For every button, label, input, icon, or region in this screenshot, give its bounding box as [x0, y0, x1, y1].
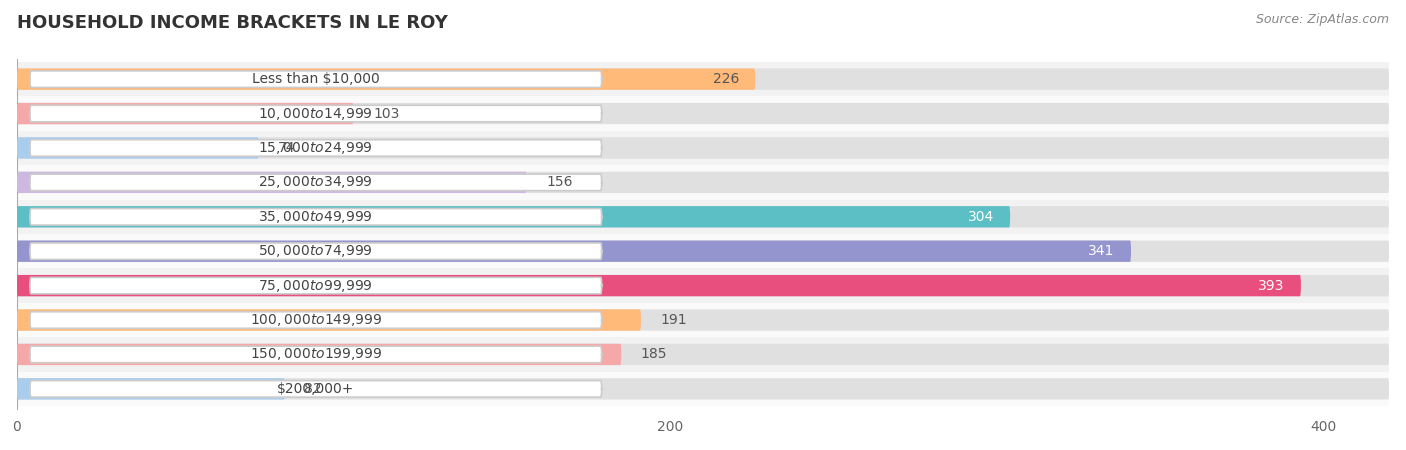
Bar — [17, 165, 1389, 200]
FancyBboxPatch shape — [17, 275, 1389, 296]
Text: 341: 341 — [1088, 244, 1115, 258]
Text: 226: 226 — [713, 72, 740, 86]
Text: $75,000 to $99,999: $75,000 to $99,999 — [259, 278, 373, 293]
Text: 82: 82 — [304, 382, 322, 396]
Text: $150,000 to $199,999: $150,000 to $199,999 — [250, 346, 382, 362]
FancyBboxPatch shape — [17, 137, 259, 159]
Text: $10,000 to $14,999: $10,000 to $14,999 — [259, 106, 373, 122]
Bar — [17, 96, 1389, 131]
FancyBboxPatch shape — [30, 140, 602, 156]
Bar — [17, 131, 1389, 165]
Bar — [17, 268, 1389, 303]
FancyBboxPatch shape — [30, 346, 602, 363]
FancyBboxPatch shape — [17, 309, 1389, 331]
FancyBboxPatch shape — [17, 378, 1389, 400]
FancyBboxPatch shape — [30, 277, 602, 294]
FancyBboxPatch shape — [17, 309, 641, 331]
FancyBboxPatch shape — [17, 68, 1389, 90]
FancyBboxPatch shape — [17, 275, 1301, 296]
FancyBboxPatch shape — [30, 174, 602, 191]
FancyBboxPatch shape — [17, 241, 1389, 262]
Text: $35,000 to $49,999: $35,000 to $49,999 — [259, 209, 373, 225]
FancyBboxPatch shape — [30, 105, 602, 122]
Bar — [17, 62, 1389, 96]
Text: $15,000 to $24,999: $15,000 to $24,999 — [259, 140, 373, 156]
FancyBboxPatch shape — [17, 103, 353, 124]
FancyBboxPatch shape — [30, 381, 602, 397]
FancyBboxPatch shape — [17, 344, 621, 365]
FancyBboxPatch shape — [17, 378, 285, 400]
Text: $200,000+: $200,000+ — [277, 382, 354, 396]
Text: 304: 304 — [967, 210, 994, 224]
FancyBboxPatch shape — [30, 208, 602, 225]
Text: 185: 185 — [641, 347, 668, 361]
Bar — [17, 372, 1389, 406]
FancyBboxPatch shape — [17, 241, 1130, 262]
Text: $100,000 to $149,999: $100,000 to $149,999 — [250, 312, 382, 328]
Text: HOUSEHOLD INCOME BRACKETS IN LE ROY: HOUSEHOLD INCOME BRACKETS IN LE ROY — [17, 14, 447, 32]
Bar — [17, 303, 1389, 337]
Text: $50,000 to $74,999: $50,000 to $74,999 — [259, 243, 373, 259]
Text: 191: 191 — [661, 313, 688, 327]
FancyBboxPatch shape — [17, 206, 1389, 227]
Bar — [17, 337, 1389, 372]
Text: 103: 103 — [373, 107, 399, 121]
FancyBboxPatch shape — [17, 206, 1010, 227]
FancyBboxPatch shape — [30, 71, 602, 87]
FancyBboxPatch shape — [30, 312, 602, 328]
Bar — [17, 200, 1389, 234]
Text: 156: 156 — [546, 176, 572, 189]
FancyBboxPatch shape — [17, 172, 527, 193]
Text: 74: 74 — [278, 141, 295, 155]
Text: Less than $10,000: Less than $10,000 — [252, 72, 380, 86]
Text: 393: 393 — [1258, 279, 1285, 292]
Bar — [17, 234, 1389, 268]
FancyBboxPatch shape — [17, 172, 1389, 193]
Text: Source: ZipAtlas.com: Source: ZipAtlas.com — [1256, 14, 1389, 27]
FancyBboxPatch shape — [17, 103, 1389, 124]
FancyBboxPatch shape — [17, 137, 1389, 159]
FancyBboxPatch shape — [17, 68, 755, 90]
FancyBboxPatch shape — [30, 243, 602, 260]
FancyBboxPatch shape — [17, 344, 1389, 365]
Text: $25,000 to $34,999: $25,000 to $34,999 — [259, 175, 373, 190]
